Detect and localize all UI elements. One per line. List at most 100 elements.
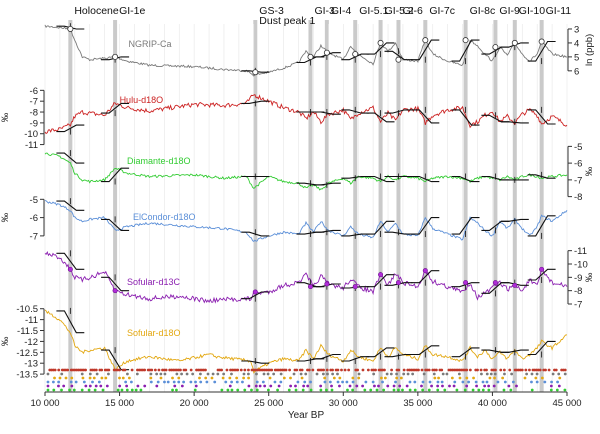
dating-marker	[72, 388, 76, 392]
dating-marker	[60, 372, 64, 376]
dating-marker	[465, 384, 469, 388]
y-tick-label: -5	[574, 142, 582, 153]
dating-marker	[53, 368, 57, 372]
event-band	[308, 20, 313, 392]
dating-marker	[177, 376, 181, 380]
dating-marker	[523, 376, 527, 380]
dating-marker	[46, 388, 50, 392]
dating-marker	[343, 368, 347, 372]
dating-marker	[457, 372, 461, 376]
dating-marker	[118, 368, 121, 372]
dating-marker	[230, 372, 233, 376]
ramp-fit	[56, 200, 85, 211]
dating-marker	[171, 388, 174, 392]
series-line	[44, 24, 568, 77]
dating-marker	[351, 388, 355, 392]
dating-marker	[62, 384, 66, 388]
y-tick-label: -6	[30, 86, 38, 97]
dating-marker	[171, 376, 174, 380]
dating-marker	[428, 380, 432, 384]
dating-marker	[268, 376, 272, 380]
dating-marker	[242, 376, 246, 380]
sofular-marker	[422, 268, 428, 274]
dating-marker	[348, 384, 352, 388]
dating-marker	[503, 380, 507, 384]
dating-marker	[554, 368, 558, 372]
dating-marker	[440, 380, 444, 384]
dating-marker	[95, 372, 99, 376]
ramp-fit	[411, 345, 440, 356]
dating-marker	[405, 384, 409, 388]
dating-marker	[452, 384, 456, 388]
ngrip-marker	[492, 44, 499, 51]
dating-marker	[292, 372, 296, 376]
dating-marker	[433, 376, 437, 380]
dating-marker	[345, 380, 349, 384]
dating-marker	[325, 388, 328, 392]
dating-marker	[153, 368, 157, 372]
y-tick-label: -12.5	[16, 348, 38, 359]
dating-marker	[321, 372, 325, 376]
ramp-fit	[101, 102, 130, 114]
dating-marker	[389, 372, 393, 376]
dating-marker	[130, 368, 134, 372]
dating-marker	[235, 380, 239, 384]
dating-marker	[508, 368, 512, 372]
y-tick-label: -13.5	[16, 370, 38, 381]
dating-marker	[88, 384, 92, 388]
dating-marker	[547, 368, 551, 372]
dating-marker	[134, 388, 138, 392]
dating-marker	[525, 372, 529, 376]
ramp-fit	[411, 39, 440, 61]
dating-marker	[398, 384, 402, 388]
dating-marker	[306, 384, 310, 388]
dating-marker	[228, 384, 232, 388]
dating-marker	[336, 380, 340, 384]
dating-marker	[130, 380, 133, 384]
dating-marker	[220, 388, 224, 392]
dating-marker	[159, 372, 163, 376]
x-tick-label: 20 000	[180, 398, 209, 409]
x-tick-label: 30 000	[329, 398, 358, 409]
ramp-fit	[411, 109, 440, 124]
y-tick-label: -6	[30, 213, 38, 224]
ramp-fit	[527, 215, 556, 237]
dating-marker	[289, 376, 292, 380]
dating-marker	[70, 384, 74, 388]
dating-marker	[97, 380, 101, 384]
dating-marker	[485, 372, 489, 376]
ramp-fit	[56, 152, 85, 164]
event-band	[423, 20, 428, 392]
dating-marker	[269, 384, 273, 388]
dating-marker	[277, 384, 281, 388]
dating-marker	[60, 388, 63, 392]
dating-marker	[243, 388, 247, 392]
x-tick-label: 10 000	[30, 398, 59, 409]
dating-marker	[247, 376, 250, 380]
event-bands	[68, 20, 544, 392]
y-tick-label: -8	[30, 108, 38, 119]
dating-marker	[191, 372, 195, 376]
x-tick-label: 15 000	[105, 398, 134, 409]
dating-marker	[213, 380, 217, 384]
dating-marker	[441, 384, 444, 388]
dating-marker	[105, 384, 109, 388]
dating-marker	[204, 368, 207, 372]
dating-marker	[413, 388, 417, 392]
dating-marker	[100, 376, 104, 380]
dating-marker	[538, 368, 542, 372]
dating-marker	[420, 384, 423, 388]
dating-marker	[322, 368, 325, 372]
y-tick-label: -10	[574, 260, 588, 271]
dating-marker	[361, 384, 365, 388]
ramp-fit	[56, 252, 85, 270]
dating-marker	[328, 380, 332, 384]
dating-marker	[99, 384, 103, 388]
y-tick-label: -11	[25, 140, 38, 151]
proxy-series: NGRIP-Ca Hulu-d18O Diamante-d18O ElCondor-d…	[44, 23, 568, 374]
dating-marker	[493, 376, 496, 380]
dating-marker	[46, 384, 50, 388]
dating-marker	[488, 376, 492, 380]
ramp-fit	[451, 347, 480, 358]
ramp-fit	[451, 109, 480, 126]
